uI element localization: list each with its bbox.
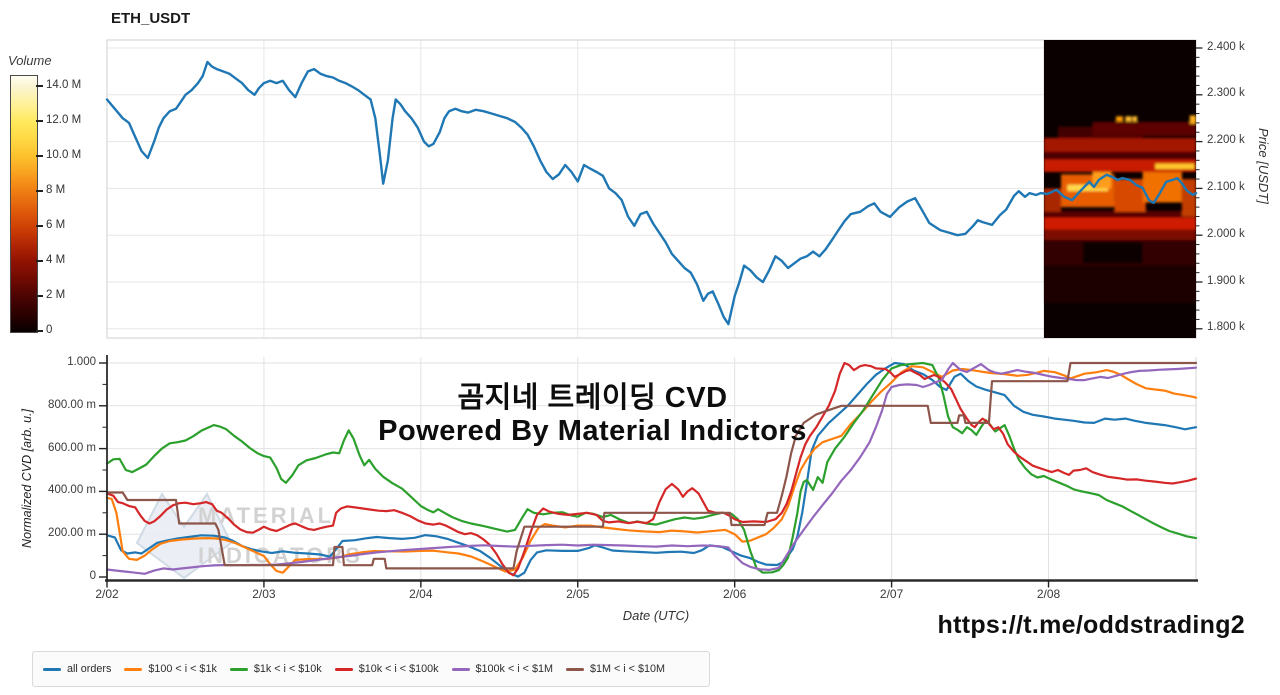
heatmap-band bbox=[1115, 116, 1124, 122]
volume-tick-label: 10.0 M bbox=[46, 149, 82, 161]
legend-item: $100k < i < $1M bbox=[451, 663, 553, 675]
legend-label: all orders bbox=[67, 663, 112, 675]
telegram-url: https://t.me/oddstrading2 bbox=[937, 611, 1245, 639]
cvd-tick-label: 800.00 m bbox=[48, 398, 96, 411]
price-tick-label: 1.900 k bbox=[1207, 274, 1245, 287]
page-title: ETH_USDT bbox=[111, 10, 191, 27]
volume-tick-label: 2 M bbox=[46, 289, 66, 301]
legend-swatch-icon bbox=[229, 667, 248, 671]
volume-tick-label: 6 M bbox=[46, 219, 66, 231]
heatmap-band bbox=[1043, 210, 1197, 218]
heatmap-band bbox=[1067, 184, 1109, 192]
legend-label: $100 < i < $1k bbox=[148, 663, 217, 675]
date-tick-label: 2/08 bbox=[1036, 587, 1061, 601]
legend-swatch-icon bbox=[565, 667, 584, 671]
heatmap-band bbox=[1132, 116, 1138, 122]
heatmap-band bbox=[1043, 265, 1197, 304]
svg-text:MATERIAL: MATERIAL bbox=[198, 503, 334, 528]
cvd-line bbox=[105, 361, 1198, 577]
legend-label: $100k < i < $1M bbox=[475, 663, 553, 675]
chart-overlay-title: 곰지네 트레이딩 CVD Powered By Material Indicto… bbox=[320, 382, 865, 448]
heatmap-band bbox=[1083, 242, 1143, 264]
legend-item: $1M < i < $10M bbox=[565, 663, 665, 675]
legend: all orders $100 < i < $1k $1k < i < $10k $1… bbox=[32, 651, 710, 687]
cvd-tick-label: 200.00 m bbox=[48, 527, 96, 540]
date-tick-label: 2/04 bbox=[409, 587, 433, 601]
heatmap-band bbox=[1043, 151, 1197, 160]
legend-label: $10k < i < $100k bbox=[358, 663, 439, 675]
volume-tick-label: 12.0 M bbox=[46, 114, 82, 126]
legend-item: $1k < i < $10k bbox=[229, 663, 322, 675]
heatmap-band bbox=[1155, 163, 1195, 170]
volume-colorbar bbox=[10, 75, 38, 333]
date-axis-title: Date (UTC) bbox=[622, 608, 690, 623]
volume-tick bbox=[36, 155, 43, 157]
cvd-tick-label: 400.00 m bbox=[48, 484, 96, 497]
legend-item: $100 < i < $1k bbox=[124, 663, 217, 675]
volume-tick-label: 14.0 M bbox=[46, 79, 82, 91]
volume-tick-label: 8 M bbox=[46, 184, 66, 196]
heatmap-band bbox=[1125, 116, 1132, 122]
price-tick-label: 2.200 k bbox=[1207, 134, 1245, 147]
heatmap-band bbox=[1189, 115, 1197, 124]
heatmap-band bbox=[1114, 179, 1146, 212]
date-tick-label: 2/07 bbox=[879, 587, 904, 601]
date-tick-label: 2/05 bbox=[566, 587, 590, 601]
price-chart bbox=[105, 39, 1203, 339]
legend-swatch-icon bbox=[334, 667, 353, 671]
price-tick-label: 1.800 k bbox=[1207, 321, 1245, 334]
price-line bbox=[105, 60, 1198, 326]
cvd-line bbox=[105, 361, 1198, 574]
volume-tick bbox=[36, 295, 43, 297]
heatmap-band bbox=[1092, 121, 1197, 136]
volume-tick-label: 0 bbox=[46, 324, 53, 336]
legend-item: all orders bbox=[43, 663, 111, 675]
volume-tick bbox=[36, 85, 43, 87]
cvd-tick-label: 1.000 bbox=[67, 356, 96, 368]
volume-tick bbox=[36, 330, 43, 332]
cvd-tick-label: 0 bbox=[89, 570, 96, 582]
date-tick-label: 2/06 bbox=[722, 587, 747, 601]
volume-tick-label: 4 M bbox=[46, 254, 66, 266]
cvd-line bbox=[105, 361, 1198, 578]
volume-colorbar-label: Volume bbox=[8, 53, 52, 68]
heatmap-band bbox=[1043, 229, 1197, 240]
price-tick-label: 2.000 k bbox=[1207, 227, 1245, 240]
legend-swatch-icon bbox=[124, 667, 143, 671]
legend-label: $1M < i < $10M bbox=[589, 663, 665, 675]
overlay-title-korean: 곰지네 트레이딩 CVD bbox=[457, 382, 728, 414]
legend-label: $1k < i < $10k bbox=[253, 663, 322, 675]
date-tick-label: 2/02 bbox=[95, 587, 119, 601]
cvd-line bbox=[105, 361, 1198, 570]
price-tick-label: 2.300 k bbox=[1207, 87, 1245, 100]
legend-swatch-icon bbox=[43, 667, 61, 671]
cvd-line bbox=[105, 365, 1198, 574]
date-tick-label: 2/03 bbox=[252, 587, 276, 601]
volume-tick bbox=[36, 260, 43, 262]
cvd-line bbox=[105, 361, 1198, 575]
volume-tick bbox=[36, 120, 43, 122]
volume-heatmap bbox=[1043, 40, 1197, 338]
legend-item: $10k < i < $100k bbox=[334, 663, 439, 675]
legend-swatch-icon bbox=[451, 667, 470, 671]
volume-tick bbox=[36, 190, 43, 192]
price-axis-title: Price [USDT] bbox=[1256, 128, 1271, 204]
heatmap-band bbox=[1043, 137, 1197, 152]
volume-tick bbox=[36, 225, 43, 227]
heatmap-band bbox=[1043, 217, 1197, 230]
price-tick-label: 2.100 k bbox=[1207, 180, 1245, 193]
overlay-title-powered-by: Powered By Material Indictors bbox=[378, 415, 807, 447]
price-tick-label: 2.400 k bbox=[1207, 40, 1245, 53]
cvd-tick-label: 600.00 m bbox=[48, 441, 96, 454]
